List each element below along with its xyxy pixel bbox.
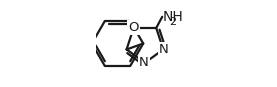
Text: N: N	[159, 43, 169, 56]
Text: 2: 2	[169, 17, 176, 27]
Text: NH: NH	[163, 10, 184, 24]
Text: N: N	[139, 56, 149, 69]
Text: O: O	[128, 21, 139, 34]
